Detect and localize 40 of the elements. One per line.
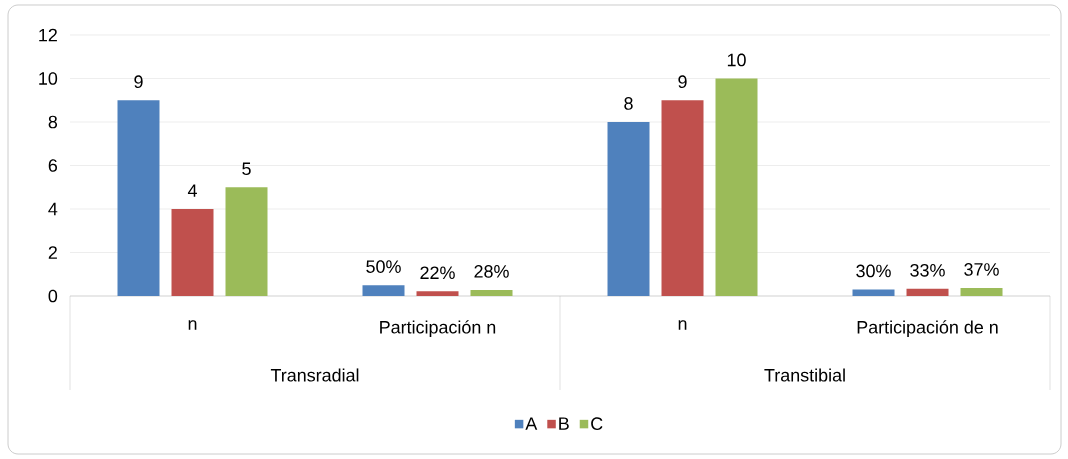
legend-label: B <box>559 417 569 430</box>
data-label: 50% <box>366 260 401 273</box>
legend-label: A <box>525 417 538 430</box>
data-label: 30% <box>856 264 891 278</box>
data-label: 9 <box>678 75 687 89</box>
bar <box>607 122 650 296</box>
data-label: 33% <box>910 263 945 277</box>
bar <box>470 289 513 296</box>
bar <box>171 209 214 296</box>
data-label: 8 <box>624 97 633 110</box>
data-label: 10 <box>727 53 746 67</box>
bar <box>117 100 160 296</box>
data-label: 5 <box>242 162 251 176</box>
y-tick-label: 0 <box>48 289 58 303</box>
y-tick-label: 4 <box>48 202 58 216</box>
x-tick-label: Participación n <box>380 320 496 338</box>
y-tick-label: 10 <box>39 72 58 85</box>
bar <box>852 289 895 296</box>
data-label: 37% <box>964 263 999 276</box>
data-label: 28% <box>474 265 509 278</box>
data-label: 9 <box>134 75 143 89</box>
text: Transtibial <box>764 368 845 382</box>
bar <box>715 78 758 296</box>
x-tick-label: n <box>188 320 197 330</box>
data-label: 4 <box>187 184 197 197</box>
bar <box>416 291 459 296</box>
bar <box>225 187 268 296</box>
text: Transradial <box>270 368 359 382</box>
data-label: 22% <box>420 266 455 280</box>
bar <box>362 285 405 296</box>
x-tick-label: n <box>678 320 687 330</box>
y-tick-label: 8 <box>48 115 58 129</box>
bar <box>661 100 704 296</box>
y-tick-label: 6 <box>48 159 58 172</box>
legend-label: C <box>591 417 603 431</box>
y-tick-label: 12 <box>39 28 57 42</box>
bar <box>906 288 949 296</box>
x-tick-label: Participación de n <box>857 320 998 338</box>
bar <box>960 287 1003 296</box>
y-tick-label: 2 <box>48 246 57 259</box>
